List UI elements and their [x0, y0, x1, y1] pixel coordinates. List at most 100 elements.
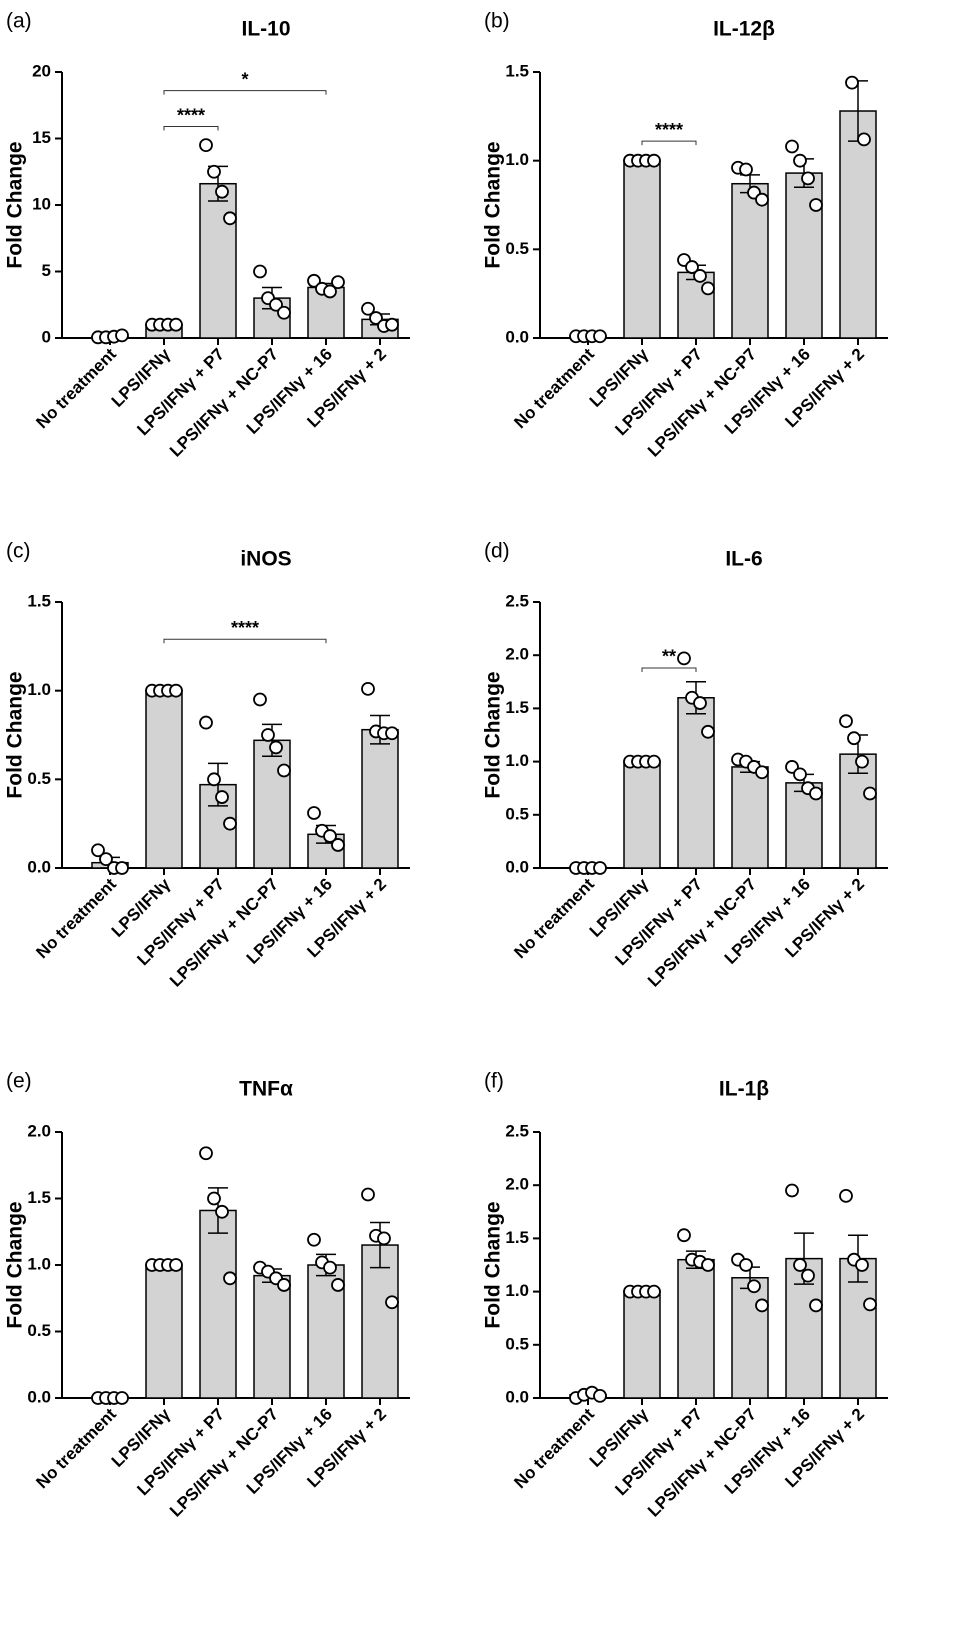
y-tick-label: 1.0: [27, 1254, 51, 1273]
chart-title: IL-6: [725, 548, 762, 571]
significance-bracket: [641, 667, 697, 672]
data-point: [253, 692, 267, 707]
data-point: [261, 728, 275, 742]
panel: (e) TNFα Fold Change 0.0 0.5 1.0 1.5 2.0 No trea…: [4, 1070, 410, 1521]
data-point: [647, 153, 661, 168]
data-point: [223, 211, 237, 226]
y-tick-label: 1.5: [505, 698, 529, 717]
y-tick-label: 1.0: [505, 150, 529, 169]
y-tick-label: 0.0: [505, 327, 529, 346]
data-point: [223, 816, 237, 831]
y-tick-label: 2.5: [505, 591, 529, 610]
y-tick-label: 10: [32, 194, 51, 213]
data-point: [115, 328, 129, 343]
y-tick-label: 2.0: [505, 645, 529, 664]
bar: [145, 1264, 183, 1399]
data-point: [755, 765, 769, 780]
y-tick-label: 15: [32, 128, 51, 147]
y-tick-label: 5: [42, 261, 51, 280]
data-point: [677, 1228, 691, 1243]
data-point: [331, 838, 345, 852]
x-tick-label: No treatment: [32, 874, 120, 962]
bar: [731, 766, 769, 869]
y-tick-label: 0.5: [27, 1321, 51, 1340]
data-point: [693, 269, 707, 283]
panel-label: (f): [484, 1070, 504, 1093]
y-axis-label: Fold Change: [4, 671, 27, 798]
bar: [253, 1274, 291, 1399]
significance-bracket: [163, 90, 327, 95]
panel-label: (b): [484, 10, 510, 33]
data-point: [593, 861, 607, 875]
y-axis-label: Fold Change: [4, 141, 27, 268]
data-point: [785, 1183, 799, 1198]
data-point: [253, 264, 267, 279]
data-point: [331, 1278, 345, 1292]
y-tick-label: 0.5: [505, 1334, 529, 1353]
data-point: [701, 724, 715, 739]
y-tick-label: 20: [32, 61, 51, 80]
data-point: [369, 311, 383, 325]
chart-title: iNOS: [240, 548, 291, 571]
data-point: [385, 726, 399, 741]
data-point: [793, 1258, 807, 1272]
data-point: [199, 715, 213, 730]
data-point: [701, 281, 715, 296]
y-tick-label: 0.5: [505, 804, 529, 823]
data-point: [839, 714, 853, 729]
x-tick-label: No treatment: [510, 344, 598, 432]
bar: [731, 1277, 769, 1399]
data-point: [269, 740, 283, 755]
panel-label: (a): [6, 10, 32, 33]
bar: [785, 782, 823, 869]
data-point: [223, 1271, 237, 1286]
y-axis-label: Fold Change: [4, 1201, 27, 1328]
data-point: [169, 317, 183, 332]
y-tick-label: 1.0: [505, 751, 529, 770]
data-point: [863, 1297, 877, 1312]
data-point: [755, 192, 769, 207]
data-point: [277, 1278, 291, 1292]
data-point: [857, 132, 871, 147]
bar: [199, 182, 237, 339]
data-point: [307, 273, 321, 288]
bar: [731, 182, 769, 339]
data-point: [323, 1260, 337, 1275]
y-axis-label: Fold Change: [482, 141, 505, 268]
significance-label: ****: [655, 120, 683, 140]
data-point: [331, 275, 345, 290]
data-point: [277, 305, 291, 320]
y-axis-label: Fold Change: [482, 1201, 505, 1328]
data-point: [839, 1188, 853, 1203]
chart-title: IL-12β: [713, 18, 775, 41]
data-point: [677, 651, 691, 666]
y-tick-label: 0: [42, 327, 51, 346]
data-point: [593, 329, 607, 344]
data-point: [215, 1204, 229, 1219]
significance-label: *: [241, 69, 248, 89]
x-tick-label: No treatment: [510, 1404, 598, 1492]
data-point: [169, 1258, 183, 1272]
data-point: [785, 139, 799, 154]
data-point: [739, 162, 753, 177]
y-tick-label: 0.0: [505, 1387, 529, 1406]
data-point: [855, 1258, 869, 1272]
bar: [145, 689, 183, 869]
data-point: [307, 806, 321, 820]
data-point: [693, 696, 707, 710]
y-tick-label: 1.5: [27, 591, 51, 610]
x-tick-label: No treatment: [32, 344, 120, 432]
data-point: [647, 754, 661, 769]
data-point: [801, 171, 815, 186]
y-tick-label: 1.0: [27, 680, 51, 699]
data-point: [377, 1231, 391, 1246]
panel: (f) IL-1β Fold Change 0.0 0.5 1.0 1.5 2.0 2.5 No …: [482, 1070, 888, 1521]
y-tick-label: 1.5: [505, 1228, 529, 1247]
data-point: [91, 843, 105, 858]
data-point: [115, 861, 129, 875]
data-point: [361, 301, 375, 316]
panel: (c) iNOS Fold Change 0.0 0.5 1.0 1.5 No treatme…: [4, 540, 410, 991]
chart-title: IL-1β: [719, 1078, 769, 1101]
data-point: [207, 1191, 221, 1206]
